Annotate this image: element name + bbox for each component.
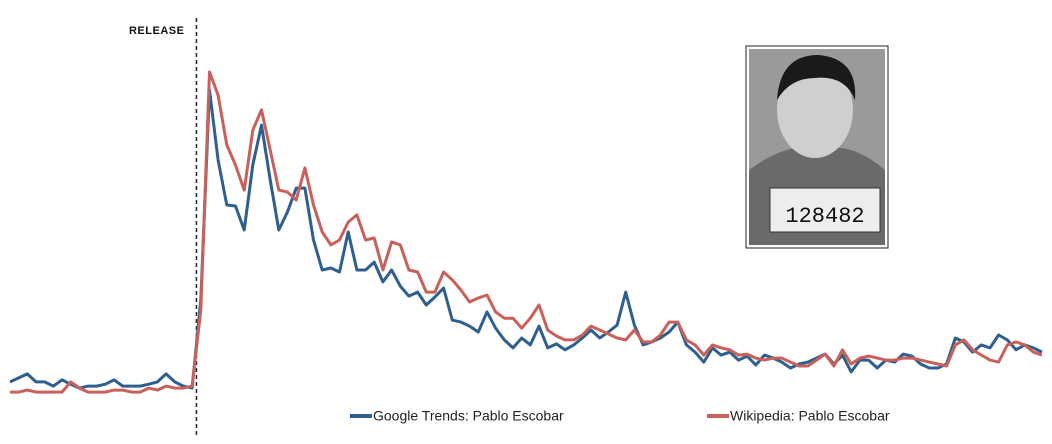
series-line [10,70,1043,394]
photo-face [777,62,853,158]
plate-number: 128482 [785,204,864,229]
legend-label: Wikipedia: Pablo Escobar [730,408,890,424]
photo: 128482 [745,45,889,249]
release-label: RELEASE [129,25,184,37]
legend-label: Google Trends: Pablo Escobar [373,408,564,424]
series-line [9,88,1043,390]
photo-plate [769,187,881,233]
photo-hair [777,55,856,100]
